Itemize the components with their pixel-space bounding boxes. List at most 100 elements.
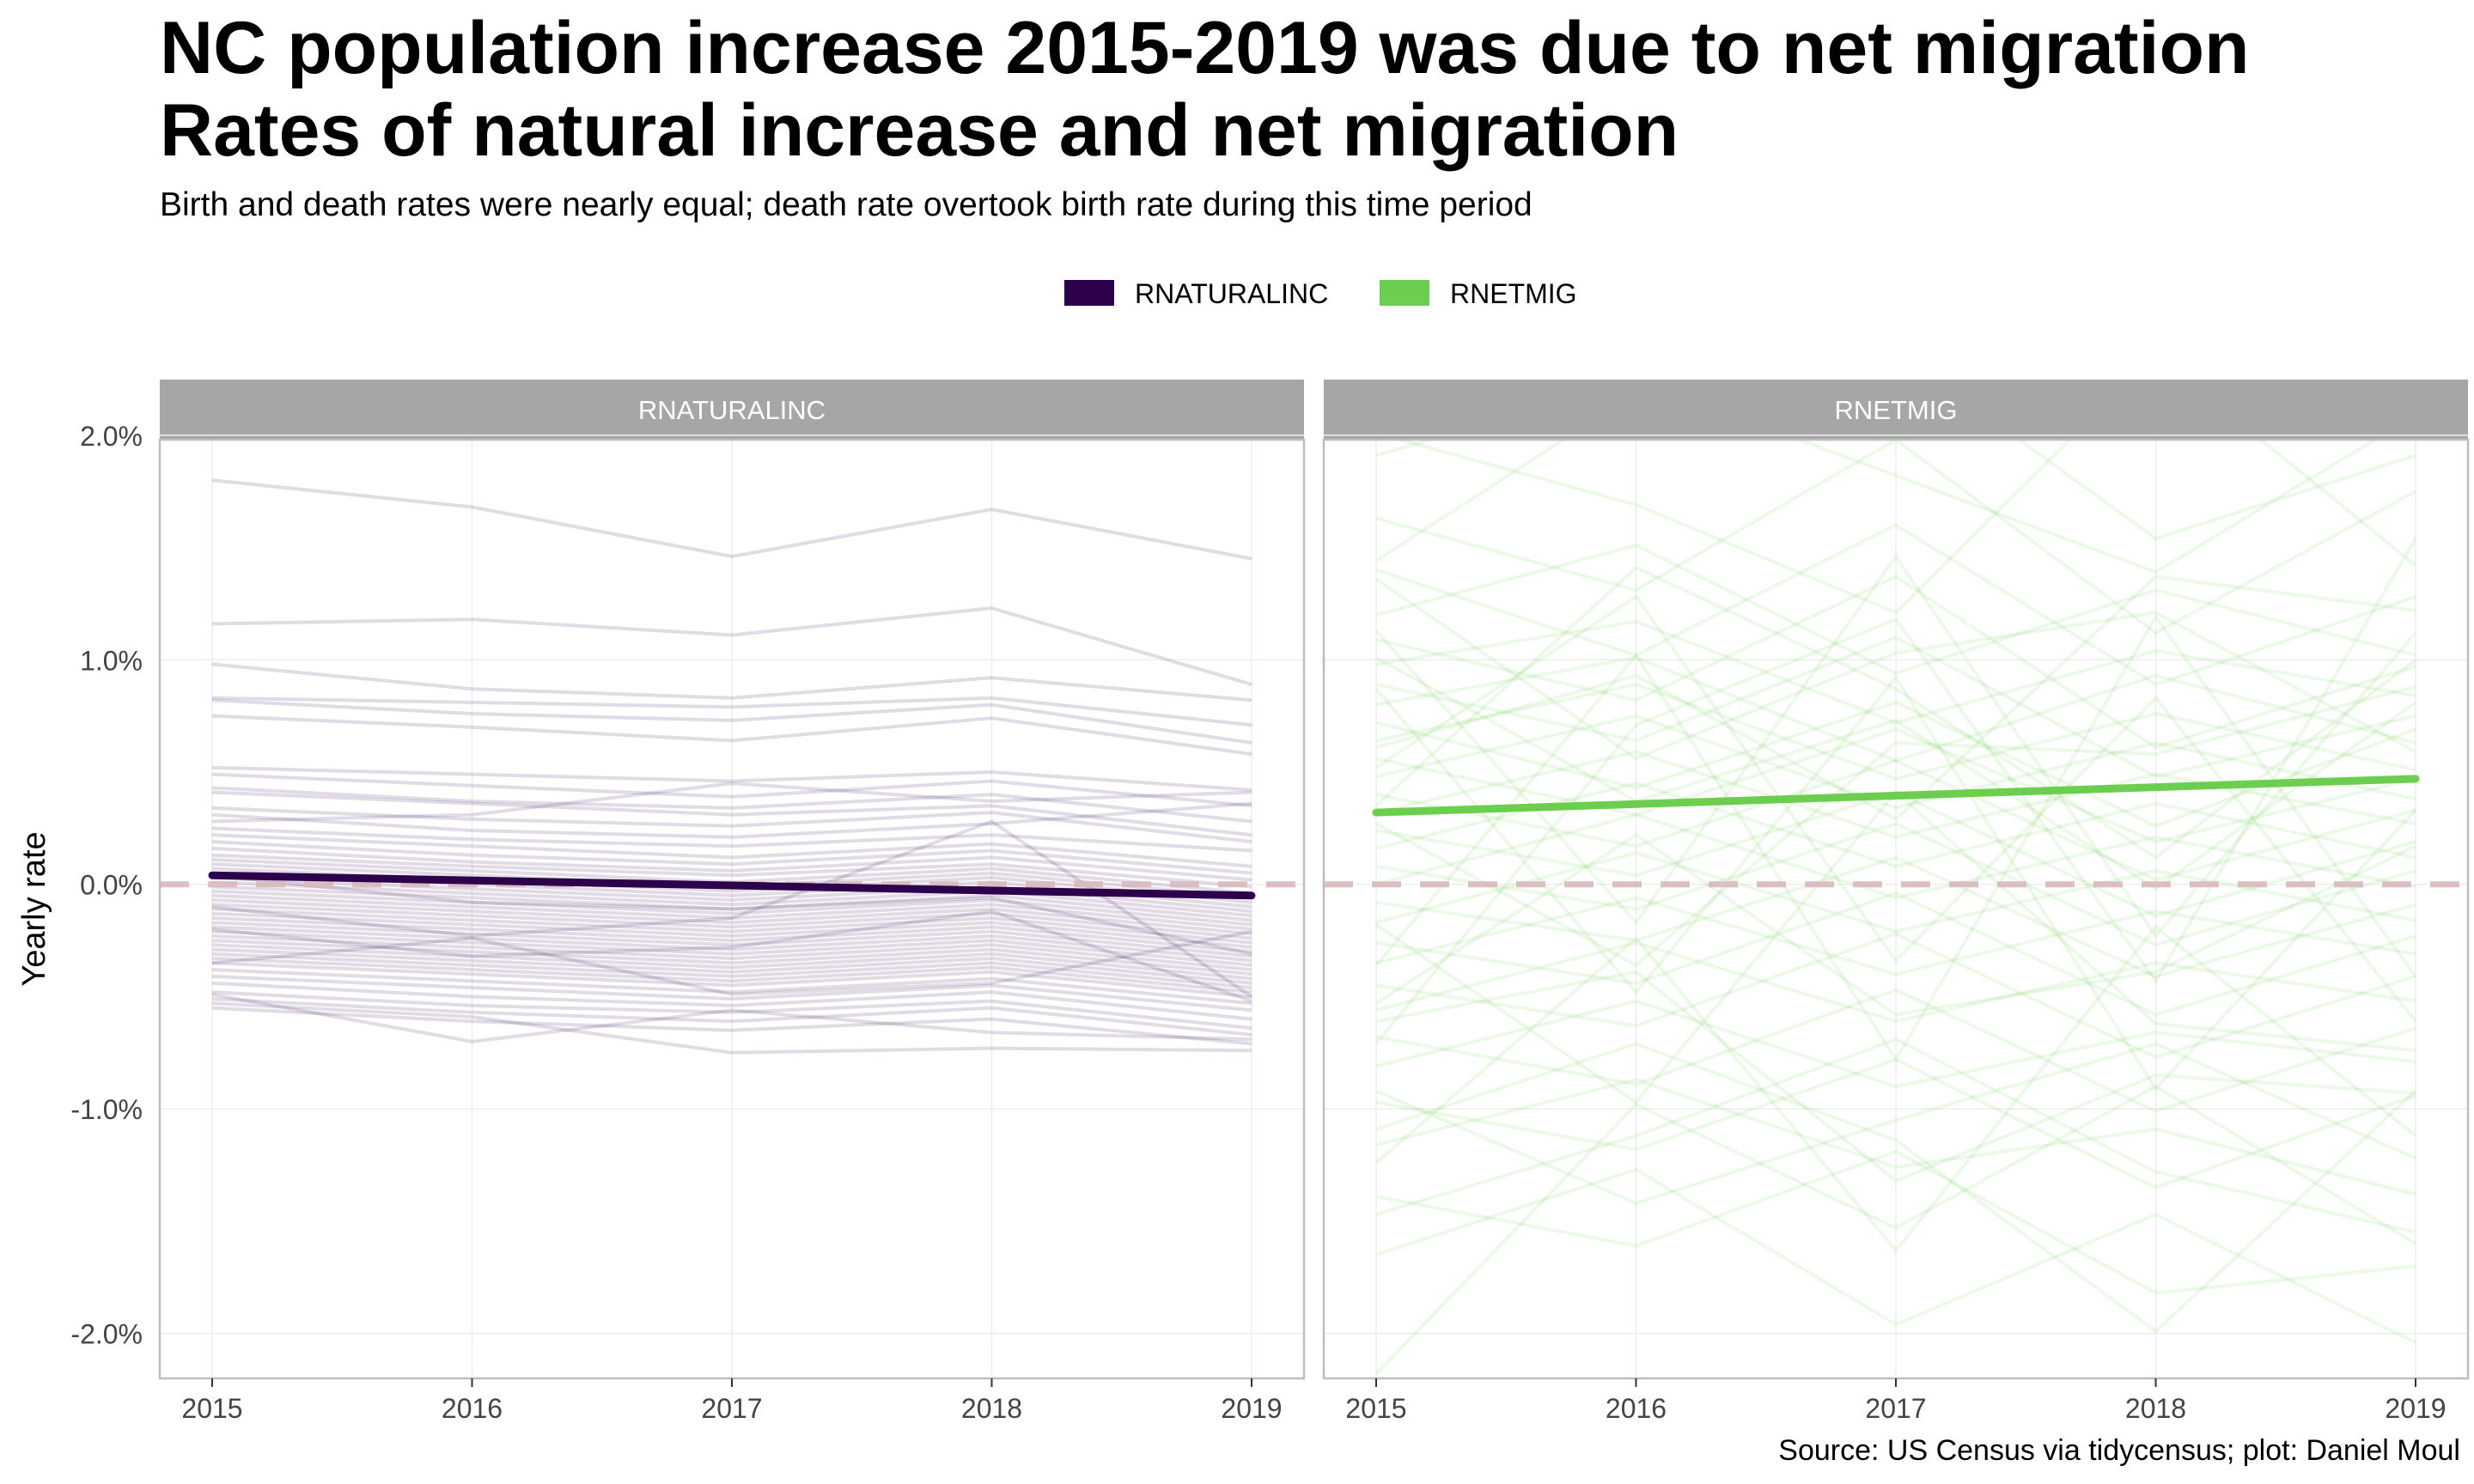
series-line [211,885,1252,922]
series-line [211,662,1252,702]
series-line [211,806,1252,844]
series-line [211,929,1252,996]
series-line [211,1006,1252,1046]
series-line [1375,575,2416,750]
series-line [211,925,1252,963]
strip-label-rnaturalinc: RNATURALINC [638,395,826,425]
series-line [1375,758,2416,882]
series-line [211,929,1252,967]
series-line [211,696,1252,727]
strip-rnaturalinc [160,380,1304,440]
series-line [211,974,1252,1013]
series-line [211,801,1252,839]
series-line [211,698,1252,745]
series-line [1375,988,2416,1113]
series-line [211,997,1252,1037]
series-line [211,714,1252,757]
series-line [211,903,1252,940]
series-line [211,478,1252,561]
series-line [211,873,1252,956]
series-line [1375,575,2416,822]
series-line [1375,727,2416,844]
series-line [211,990,1252,1031]
series-group-rnetmig [1324,440,2468,1376]
series-line [211,961,1252,999]
series-line [211,981,1252,1021]
series-line [1375,1167,2416,1344]
series-line [1375,714,2416,810]
series-line [1375,655,2416,763]
series-line [211,952,1252,989]
series-line [211,968,1252,1006]
x-tick-label: 2019 [1221,1393,1282,1424]
series-line [1375,821,2416,947]
series-line [211,957,1252,994]
series-line [1375,440,2379,575]
series-group-rnaturalinc [160,478,1304,1055]
series-line [211,606,1252,686]
series-line [211,846,1252,882]
series-line [1375,682,2416,781]
series-line [211,786,1252,824]
series-line [211,772,1252,808]
series-line [1375,891,2416,1017]
series-line [211,992,1252,1043]
series-line [211,909,1252,1003]
strip-rnetmig [1324,380,2468,440]
panel-rnaturalinc: RNATURALINC 2015 2016 2017 2018 2019 [158,380,1306,1424]
x-tick-label: 2018 [2125,1393,2186,1424]
chart-title-line1: NC population increase 2015-2019 was due… [160,7,2250,89]
series-line [211,889,1252,927]
y-tick-label: 0.0% [80,870,143,901]
series-line [211,911,1252,949]
series-line [211,819,1253,999]
series-line [1375,1042,2417,1334]
legend-key-rnaturalinc [1064,280,1114,306]
legend-key-rnetmig [1380,280,1429,306]
x-tick-label: 2019 [2385,1393,2446,1424]
trend-line-rnetmig [1372,775,2420,817]
strip-label-rnetmig: RNETMIG [1835,395,1958,425]
series-line [1375,1037,2416,1234]
trend-line-rnaturalinc [208,871,1256,900]
series-line [211,916,1252,954]
series-line [211,826,1252,853]
series-line [1375,970,2416,1183]
panel-rnetmig: RNETMIG 2015 2016 2017 2018 2019 [1322,380,2470,1424]
x-tick-label: 2016 [442,1393,503,1424]
series-line [1374,1084,2417,1376]
series-line [1374,674,2417,1092]
series-line [1375,543,2416,676]
series-line [1374,594,2417,1023]
series-line [211,853,1252,889]
series-line [211,947,1252,985]
x-tick-label: 2015 [1345,1393,1406,1424]
series-line [211,893,1252,931]
series-line [211,833,1252,868]
series-line [1375,655,2417,891]
series-line [1375,635,2416,779]
x-tick-label: 2016 [1606,1393,1667,1424]
series-line [1375,523,2416,687]
series-line [1375,932,2416,1060]
series-line [1375,896,2416,976]
y-tick-label: 2.0% [80,421,143,452]
chart-caption: Source: US Census via tidycensus; plot: … [1778,1434,2460,1467]
series-line [1375,855,2416,979]
series-line [1375,940,2416,1024]
x-tick-label: 2018 [961,1393,1022,1424]
series-line [211,840,1252,875]
series-line [1375,1042,2416,1206]
series-line [1375,684,2416,968]
legend: RNATURALINC RNETMIG [1064,278,1577,309]
chart-subtitle: Birth and death rates were nearly equal;… [160,186,1533,223]
series-line [211,907,1252,945]
y-tick-label: -2.0% [70,1319,143,1350]
series-line [211,790,1252,837]
series-line [211,782,1252,824]
y-tick-label: -1.0% [70,1094,143,1125]
chart-title-line2: Rates of natural increase and net migrat… [160,89,1679,172]
series-line [211,880,1252,918]
series-line [1375,1057,2416,1189]
series-line [1375,812,2416,900]
